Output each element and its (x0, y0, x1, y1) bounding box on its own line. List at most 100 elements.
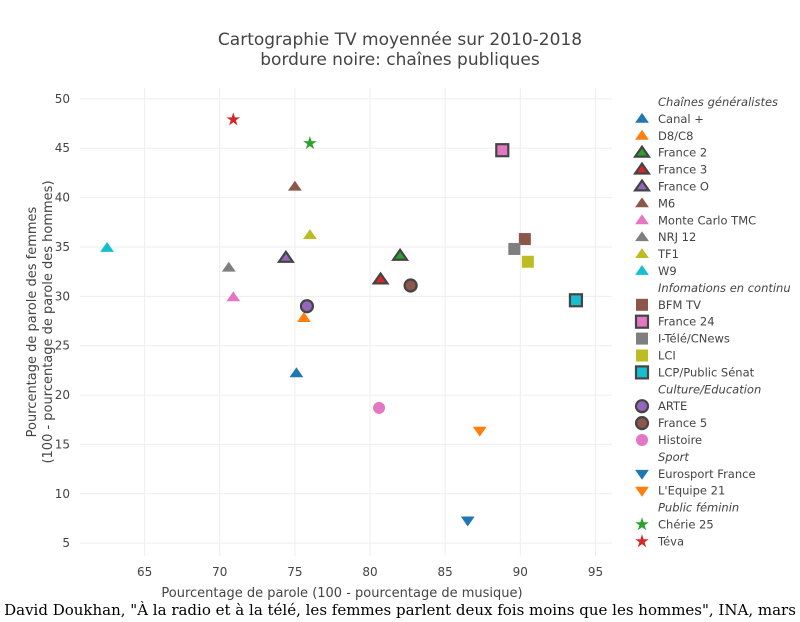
y-tick-label: 50 (55, 92, 70, 106)
legend-item-france-24[interactable]: France 24 (634, 314, 715, 329)
legend-label: L'Equipe 21 (658, 484, 725, 498)
x-tick-label: 95 (588, 565, 603, 579)
x-tick-label: 70 (212, 565, 227, 579)
legend-marker (632, 178, 652, 192)
x-tick-label: 90 (513, 565, 528, 579)
data-point-w9 (100, 241, 114, 252)
legend-marker (635, 197, 649, 208)
x-tick-label: 65 (137, 565, 152, 579)
legend-label: M6 (658, 196, 675, 210)
legend-item-france-3[interactable]: France 3 (632, 161, 707, 177)
y-axis-label-line-1: Pourcentage de parole des femmes (25, 206, 40, 437)
y-tick-label: 35 (55, 240, 70, 254)
legend-group-title: Culture/Education (658, 382, 761, 396)
legend-item-canal-[interactable]: Canal + (635, 112, 704, 126)
legend-group-title: Infomations en continu (658, 281, 791, 295)
data-point-d8-c8 (297, 312, 311, 322)
data-point-france-5 (403, 278, 418, 293)
legend-marker (634, 365, 650, 380)
legend-label: France 2 (658, 146, 707, 160)
legend-group-title: Public féminin (658, 501, 739, 515)
legend-marker (636, 434, 648, 446)
legend-item-eurosport-france[interactable]: Eurosport France (635, 467, 756, 481)
y-tick-label: 10 (55, 487, 70, 501)
legend-group-title: Sport (658, 450, 689, 464)
legend-label: LCP/Public Sénat (658, 365, 755, 379)
legend-marker (635, 231, 649, 242)
legend-label: Eurosport France (658, 467, 756, 481)
legend-marker (635, 129, 649, 140)
legend-label: Téva (657, 534, 684, 548)
legend-label: BFM TV (658, 298, 701, 312)
legend-label: LCI (658, 349, 676, 363)
data-point-l-equipe-21 (472, 426, 487, 437)
legend-marker (635, 534, 649, 548)
legend-item-i-t-l-cnews[interactable]: I-Télé/CNews (636, 332, 730, 346)
legend-label: ARTE (658, 399, 687, 413)
legend-label: NRJ 12 (658, 230, 696, 244)
legend-marker (632, 144, 652, 158)
data-point-tf1 (303, 229, 317, 240)
legend-item-l-equipe-21[interactable]: L'Equipe 21 (635, 484, 725, 498)
x-axis-label: Pourcentage de parole (100 - pourcentage… (161, 586, 522, 600)
y-tick-label: 40 (55, 191, 70, 205)
legend-item-arte[interactable]: ARTE (634, 399, 687, 414)
legend-item-m6[interactable]: M6 (635, 196, 675, 210)
legend-marker (635, 112, 649, 123)
legend-marker (634, 399, 650, 414)
legend-item-tf1[interactable]: TF1 (635, 247, 679, 261)
y-tick-label: 45 (55, 141, 70, 155)
legend-marker (635, 486, 649, 497)
data-point-france-3 (371, 271, 390, 285)
y-axis-label-line-2: (100 - pourcentage de parole des hommes) (41, 180, 56, 463)
data-point-nrj-12 (221, 261, 236, 272)
x-tick-label: 75 (287, 565, 302, 579)
legend-item-ch-rie-25[interactable]: Chérie 25 (635, 517, 714, 532)
legend-label: D8/C8 (658, 129, 693, 143)
data-point-canal- (289, 367, 304, 378)
legend-label: I-Télé/CNews (658, 332, 730, 346)
data-point-lcp-public-s-nat (568, 293, 584, 308)
legend-marker (634, 416, 650, 431)
legend-marker (635, 214, 649, 225)
legend-item-nrj-12[interactable]: NRJ 12 (635, 230, 696, 244)
legend-label: Chérie 25 (658, 518, 714, 532)
legend-marker (635, 265, 649, 275)
y-tick-label: 25 (55, 339, 70, 353)
legend-marker (636, 332, 648, 345)
x-tick-label: 80 (362, 565, 377, 579)
legend-marker (636, 349, 648, 362)
legend-label: TF1 (657, 247, 679, 261)
data-point-m6 (288, 180, 302, 191)
y-tick-label: 30 (55, 289, 70, 303)
chart-title-line-1: Cartographie TV moyennée sur 2010-2018 (218, 30, 582, 50)
data-point-t-va (226, 112, 241, 126)
data-point-france-24 (495, 143, 510, 158)
legend-item-france-o[interactable]: France O (632, 178, 709, 194)
legend-item-lci[interactable]: LCI (636, 349, 676, 363)
legend-label: France 24 (658, 315, 715, 329)
legend-item-histoire[interactable]: Histoire (636, 433, 702, 447)
legend-item-lcp-public-s-nat[interactable]: LCP/Public Sénat (634, 365, 755, 380)
legend-label: Canal + (658, 112, 704, 126)
y-tick-label: 20 (55, 388, 70, 402)
legend-group-title: Chaînes généralistes (658, 95, 778, 109)
x-tick-label: 85 (438, 565, 453, 579)
legend-marker (635, 517, 649, 531)
legend-marker (635, 469, 649, 480)
data-point-monte-carlo-tmc (226, 291, 241, 302)
legend-item-w9[interactable]: W9 (635, 264, 677, 278)
legend-item-france-5[interactable]: France 5 (634, 416, 707, 431)
legend-item-d8-c8[interactable]: D8/C8 (635, 129, 693, 143)
legend-marker (635, 248, 649, 258)
legend-item-france-2[interactable]: France 2 (632, 144, 707, 160)
data-point-arte (299, 299, 315, 314)
legend-item-monte-carlo-tmc[interactable]: Monte Carlo TMC (635, 213, 756, 227)
legend-marker (634, 314, 650, 329)
source-caption: David Doukhan, "À la radio et à la télé,… (4, 601, 796, 622)
legend-item-t-va[interactable]: Téva (635, 534, 684, 548)
data-point-france-o (276, 249, 295, 263)
legend-item-bfm-tv[interactable]: BFM TV (636, 298, 701, 312)
legend-label: France 3 (658, 163, 707, 177)
